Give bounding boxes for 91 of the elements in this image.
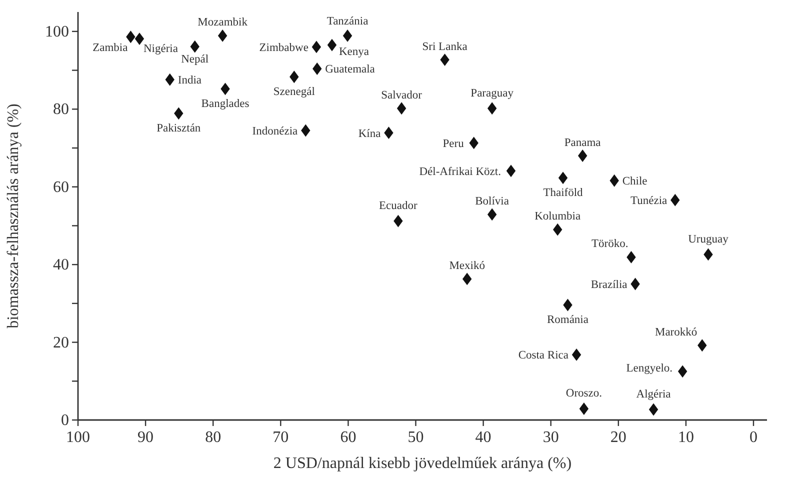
point: [312, 40, 322, 54]
point: [610, 174, 619, 187]
point: [572, 348, 582, 361]
annotation: Kína: [358, 128, 381, 140]
annotation: Salvador: [381, 89, 422, 102]
point: [698, 339, 707, 352]
point: [301, 124, 310, 137]
annotation: Nigéria: [143, 42, 178, 55]
annotation: Bolívia: [475, 195, 510, 208]
annotation: Zambia: [92, 42, 128, 54]
x-tick-label: 80: [205, 429, 222, 446]
annotation: Dél-Afrikai Közt.: [419, 166, 502, 178]
annotation: Chile: [622, 176, 648, 188]
annotation: Thaiföld: [543, 186, 584, 199]
point: [218, 29, 228, 42]
annotation: Oroszo.: [566, 388, 602, 400]
point: [506, 164, 516, 178]
annotation: Tanzánia: [326, 16, 368, 28]
y-tick-label: 20: [53, 334, 69, 352]
x-axis-title: 2 USD/napnál kisebb jövedelműek aránya (%): [273, 455, 572, 472]
point: [165, 73, 174, 86]
point: [327, 38, 337, 52]
annotation: Tunézia: [630, 195, 668, 208]
x-tick-label: 10: [678, 429, 694, 446]
point: [579, 402, 589, 415]
point: [704, 248, 713, 261]
annotation: Románia: [546, 314, 588, 326]
point: [190, 40, 200, 53]
annotation: Sri Lanka: [422, 40, 468, 53]
annotation: Mozambik: [198, 16, 248, 29]
annotation: Algéria: [636, 388, 671, 401]
point: [648, 403, 658, 416]
y-tick-label: 60: [53, 178, 69, 196]
point: [487, 208, 497, 221]
x-tick-label: 70: [272, 429, 289, 446]
y-axis-title: biomassza-felhasználás aránya (%): [5, 104, 22, 328]
y-tick-label: 40: [53, 256, 69, 274]
annotation: Uruguay: [688, 233, 729, 246]
point: [678, 365, 688, 378]
point: [126, 30, 136, 44]
point: [558, 172, 568, 184]
x-tick-label: 60: [340, 429, 356, 446]
point: [394, 214, 403, 228]
annotation: Nepál: [181, 54, 209, 66]
y-tick-label: 0: [61, 412, 69, 429]
point: [342, 29, 352, 42]
point: [487, 102, 497, 115]
annotation: Kenya: [338, 46, 369, 58]
annotation: Banglades: [201, 98, 250, 110]
annotation: Zimbabwe: [259, 42, 308, 54]
y-tick-label: 80: [53, 101, 69, 118]
point: [630, 278, 640, 290]
point: [440, 54, 450, 66]
annotation: Szenegál: [273, 86, 315, 98]
point: [134, 32, 144, 46]
x-tick-label: 50: [408, 429, 424, 446]
annotation: Töröko.: [591, 238, 628, 250]
point: [469, 136, 478, 150]
point: [563, 298, 572, 312]
annotation: Lengyelo.: [626, 362, 673, 374]
point: [578, 150, 588, 162]
point: [462, 272, 472, 286]
annotation: Kolumbia: [534, 210, 581, 223]
x-tick-label: 40: [475, 429, 492, 446]
point: [670, 194, 680, 206]
annotation: Pakisztán: [156, 122, 201, 134]
point: [396, 102, 406, 115]
annotation: Brazília: [590, 279, 628, 291]
x-tick-label: 20: [610, 429, 626, 446]
point: [553, 223, 562, 236]
annotation: Ecuador: [379, 200, 418, 212]
y-tick-label: 100: [45, 23, 69, 40]
annotation: Panama: [564, 136, 601, 149]
annotation: Mexikó: [449, 260, 486, 272]
annotation: Indonézia: [252, 126, 298, 138]
x-tick-label: 100: [66, 429, 90, 446]
annotation: Marokkó: [654, 326, 698, 338]
point: [174, 107, 184, 120]
annotation: Peru: [442, 138, 464, 150]
point: [220, 82, 230, 96]
point: [312, 62, 322, 75]
annotation: Paraguay: [470, 87, 514, 100]
annotation: Costa Rica: [518, 350, 569, 362]
x-tick-label: 0: [749, 429, 758, 446]
annotation: India: [178, 74, 202, 87]
point: [384, 126, 394, 140]
point: [626, 250, 636, 264]
annotation: Guatemala: [325, 64, 375, 76]
x-tick-label: 30: [542, 429, 559, 446]
point: [290, 70, 299, 84]
x-tick-label: 90: [138, 429, 154, 446]
